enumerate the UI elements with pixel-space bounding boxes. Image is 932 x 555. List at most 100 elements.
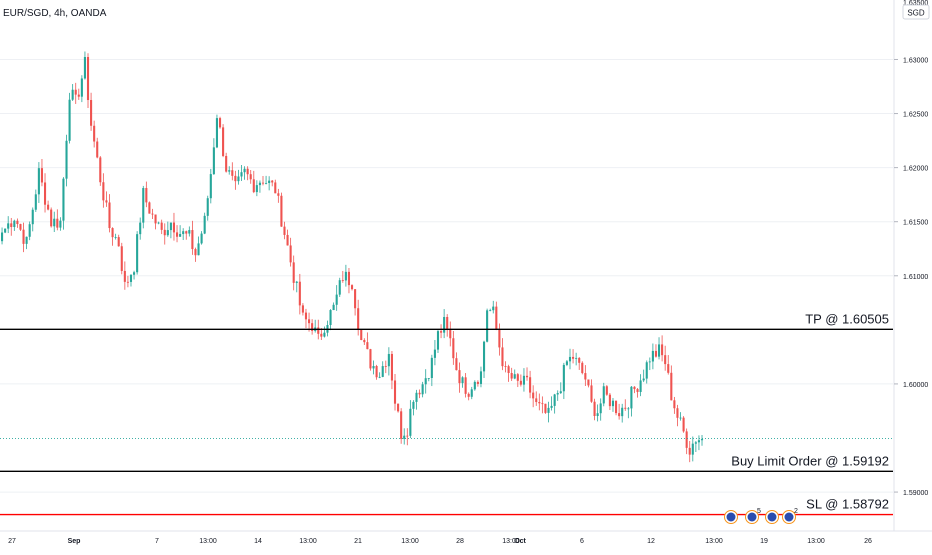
candle-body bbox=[611, 400, 615, 407]
currency-badge[interactable] bbox=[902, 4, 930, 20]
candle-body bbox=[62, 178, 65, 221]
candle-body bbox=[283, 226, 286, 235]
candle-body bbox=[516, 374, 519, 381]
time-tick-label: 13:00 bbox=[502, 538, 520, 545]
candle-body bbox=[354, 289, 357, 309]
candle-body bbox=[105, 200, 108, 203]
candle-body bbox=[479, 371, 483, 384]
candle-body bbox=[295, 281, 298, 283]
candle-body bbox=[544, 403, 547, 413]
candle-body bbox=[179, 234, 182, 237]
candle-body bbox=[197, 243, 200, 256]
candle-body bbox=[590, 385, 593, 402]
time-tick-label: 28 bbox=[456, 538, 464, 545]
candle-body bbox=[651, 350, 654, 362]
candle-body bbox=[568, 356, 572, 362]
candle-body bbox=[4, 228, 7, 233]
currency-label: SGD bbox=[907, 9, 925, 18]
price-axis-bg[interactable] bbox=[894, 0, 932, 550]
economic-event-icon[interactable] bbox=[765, 510, 779, 524]
economic-event-icon[interactable] bbox=[724, 510, 738, 524]
time-tick-label: 14 bbox=[254, 538, 262, 545]
candle-body bbox=[513, 374, 516, 379]
candle-body bbox=[538, 402, 541, 404]
candle-body bbox=[99, 157, 102, 183]
price-tick-label: 1.63000 bbox=[903, 57, 928, 64]
candle-body bbox=[532, 392, 535, 399]
candle-body bbox=[624, 407, 627, 409]
price-tick-label: 1.62000 bbox=[903, 166, 928, 173]
candle-body bbox=[209, 174, 212, 199]
candle-body bbox=[393, 380, 397, 404]
candle-body bbox=[16, 220, 19, 225]
candle-body bbox=[467, 393, 470, 397]
candle-body bbox=[363, 340, 366, 343]
candle-body bbox=[90, 100, 93, 126]
flag-icon bbox=[726, 512, 736, 522]
candle-body bbox=[123, 270, 126, 282]
candle-body bbox=[608, 394, 611, 407]
candle-body bbox=[639, 380, 642, 392]
candle-body bbox=[249, 174, 252, 180]
candle-body bbox=[157, 222, 160, 224]
sl-label: SL @ 1.58792 bbox=[806, 497, 889, 512]
candle-body bbox=[347, 271, 351, 286]
candle-body bbox=[369, 349, 372, 369]
time-tick-label: 13:00 bbox=[705, 538, 723, 545]
candle-body bbox=[642, 378, 645, 381]
buy-limit-label: Buy Limit Order @ 1.59192 bbox=[731, 453, 889, 468]
candle-body bbox=[133, 272, 136, 275]
candle-body bbox=[350, 285, 354, 290]
candle-body bbox=[43, 182, 47, 205]
candle-body bbox=[28, 224, 31, 237]
candle-body bbox=[685, 431, 688, 448]
candle-body bbox=[415, 392, 418, 402]
candle-body bbox=[120, 246, 123, 271]
economic-event-icon[interactable]: 2 bbox=[782, 508, 799, 524]
flag-icon bbox=[784, 512, 794, 522]
candle-body bbox=[111, 228, 114, 238]
candle-body bbox=[667, 364, 670, 373]
candle-body bbox=[13, 220, 16, 228]
candle-body bbox=[581, 362, 584, 374]
candle-body bbox=[145, 188, 148, 203]
candle-body bbox=[452, 338, 455, 359]
candle-body bbox=[344, 271, 347, 281]
candle-body bbox=[682, 417, 685, 432]
candle-body bbox=[562, 364, 565, 392]
candle-body bbox=[522, 375, 525, 385]
candle-body bbox=[86, 57, 90, 101]
candle-body bbox=[691, 443, 694, 455]
candle-body bbox=[378, 376, 381, 378]
candle-body bbox=[22, 229, 25, 244]
candle-body bbox=[56, 218, 59, 228]
candle-body bbox=[504, 366, 507, 367]
candle-body bbox=[461, 377, 464, 384]
candle-body bbox=[19, 224, 22, 230]
candle-body bbox=[255, 185, 258, 193]
candle-body bbox=[440, 331, 443, 333]
candle-body bbox=[212, 147, 215, 175]
candle-body bbox=[234, 175, 237, 182]
candle-body bbox=[375, 365, 378, 378]
candle-body bbox=[535, 398, 538, 403]
candle-body bbox=[492, 306, 495, 311]
candle-body bbox=[547, 407, 550, 413]
candle-body bbox=[486, 310, 489, 342]
candle-body bbox=[409, 408, 412, 436]
candle-body bbox=[169, 222, 172, 231]
candle-body bbox=[676, 408, 679, 418]
candles bbox=[1, 51, 704, 463]
candle-body bbox=[191, 230, 194, 250]
economic-event-icon[interactable]: 5 bbox=[745, 508, 762, 524]
candle-body bbox=[433, 349, 436, 358]
candle-body bbox=[286, 234, 289, 246]
flag-icon bbox=[747, 512, 757, 522]
candle-body bbox=[237, 176, 240, 182]
candle-body bbox=[246, 168, 249, 175]
